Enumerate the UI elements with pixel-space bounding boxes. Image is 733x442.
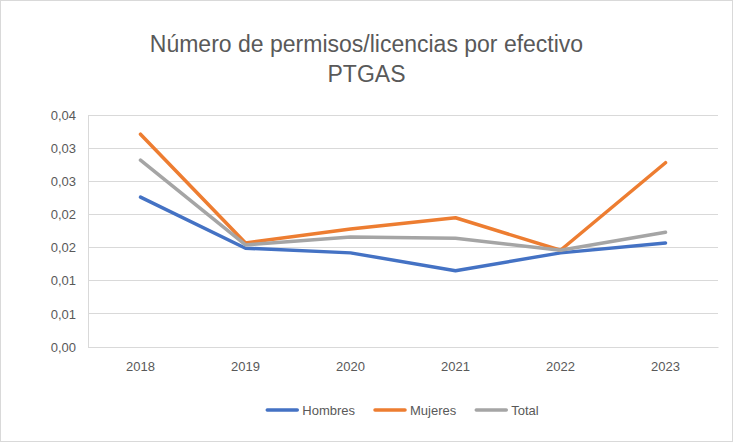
chart: Número de permisos/licencias por efectiv… bbox=[0, 0, 733, 442]
grid bbox=[88, 115, 718, 347]
x-tick: 2018 bbox=[126, 347, 155, 374]
y-tick: 0,00 bbox=[51, 340, 88, 355]
title-line: PTGAS bbox=[328, 61, 406, 87]
y-tick-label: 0,02 bbox=[51, 207, 76, 222]
series-line bbox=[141, 197, 666, 271]
x-tick-label: 2019 bbox=[231, 359, 260, 374]
y-tick: 0,04 bbox=[51, 108, 88, 123]
x-axis-line bbox=[89, 347, 719, 348]
grid-line bbox=[88, 115, 718, 116]
legend-label: Total bbox=[511, 403, 539, 418]
x-tick: 2020 bbox=[336, 347, 365, 374]
title-line: Número de permisos/licencias por efectiv… bbox=[150, 31, 583, 57]
y-tick: 0,03 bbox=[51, 174, 88, 189]
legend-item: Hombres bbox=[267, 403, 355, 418]
x-axis: 2018 2019 2020 2021 2022 2023 bbox=[89, 347, 719, 374]
x-tick: 2019 bbox=[231, 347, 260, 374]
legend-item: Total bbox=[476, 403, 539, 418]
grid-line bbox=[88, 181, 718, 182]
grid-line bbox=[88, 313, 718, 314]
x-tick: 2021 bbox=[441, 347, 470, 374]
x-tick: 2023 bbox=[651, 347, 680, 374]
y-tick: 0,03 bbox=[51, 141, 88, 156]
y-tick-label: 0,03 bbox=[51, 141, 76, 156]
legend-label: Hombres bbox=[302, 403, 355, 418]
legend-swatch bbox=[267, 408, 297, 412]
x-tick-label: 2021 bbox=[441, 359, 470, 374]
y-tick: 0,02 bbox=[51, 240, 88, 255]
x-tick-label: 2022 bbox=[546, 359, 575, 374]
legend-swatch bbox=[375, 408, 405, 412]
y-tick-label: 0,02 bbox=[51, 240, 76, 255]
legend-label: Mujeres bbox=[410, 403, 457, 418]
y-axis: 0,00 0,01 0,01 0,02 0,02 0,03 0,03 0,04 bbox=[51, 108, 89, 355]
legend-swatch bbox=[476, 408, 506, 412]
grid-line bbox=[88, 280, 718, 281]
y-tick: 0,01 bbox=[51, 307, 88, 322]
series-group bbox=[141, 134, 666, 271]
y-tick-label: 0,01 bbox=[51, 273, 76, 288]
x-tick-label: 2018 bbox=[126, 359, 155, 374]
grid-line bbox=[88, 347, 718, 348]
x-tick: 2022 bbox=[546, 347, 575, 374]
y-tick-label: 0,03 bbox=[51, 174, 76, 189]
series-line bbox=[141, 160, 666, 250]
grid-line bbox=[88, 148, 718, 149]
x-tick-label: 2020 bbox=[336, 359, 365, 374]
y-tick: 0,02 bbox=[51, 207, 88, 222]
series-line bbox=[141, 134, 666, 250]
y-axis-line bbox=[88, 116, 89, 348]
title: Número de permisos/licencias por efectiv… bbox=[150, 31, 583, 87]
y-tick-label: 0,04 bbox=[51, 108, 76, 123]
y-tick: 0,01 bbox=[51, 273, 88, 288]
x-tick-label: 2023 bbox=[651, 359, 680, 374]
legend-item: Mujeres bbox=[375, 403, 457, 418]
legend: Hombres Mujeres Total bbox=[267, 403, 539, 418]
chart-area bbox=[1, 1, 733, 442]
y-tick-label: 0,01 bbox=[51, 307, 76, 322]
grid-line bbox=[88, 214, 718, 215]
y-tick-label: 0,00 bbox=[51, 340, 76, 355]
